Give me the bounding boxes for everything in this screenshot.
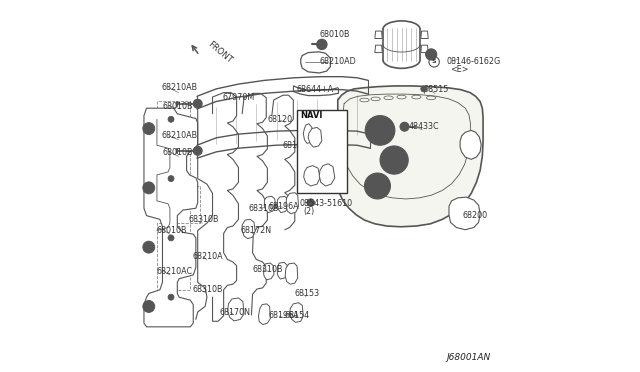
Text: 68154: 68154 — [285, 311, 310, 320]
Circle shape — [385, 151, 403, 169]
Text: NAVI: NAVI — [300, 111, 323, 120]
Circle shape — [195, 102, 200, 106]
Polygon shape — [421, 31, 428, 38]
Text: FRONT: FRONT — [206, 39, 234, 64]
Text: 68210AB: 68210AB — [161, 131, 198, 141]
Text: 68172N: 68172N — [240, 226, 271, 235]
Circle shape — [369, 177, 386, 195]
Polygon shape — [338, 86, 483, 227]
Polygon shape — [285, 263, 298, 284]
Circle shape — [426, 49, 436, 60]
Polygon shape — [319, 164, 335, 186]
Circle shape — [193, 146, 202, 155]
Text: 68210AC: 68210AC — [156, 267, 192, 276]
Text: 08543-51610: 08543-51610 — [300, 199, 353, 208]
Circle shape — [307, 199, 314, 206]
Polygon shape — [290, 303, 303, 323]
Circle shape — [146, 244, 152, 250]
Text: 68210AB: 68210AB — [161, 83, 198, 92]
Polygon shape — [144, 108, 198, 327]
Text: S: S — [432, 60, 436, 64]
Circle shape — [168, 116, 174, 122]
Text: J68001AN: J68001AN — [447, 353, 492, 362]
Text: 68210A: 68210A — [192, 252, 223, 261]
Circle shape — [146, 304, 152, 310]
Polygon shape — [421, 45, 428, 52]
Polygon shape — [286, 193, 298, 214]
Circle shape — [317, 39, 327, 49]
Polygon shape — [308, 128, 322, 147]
Circle shape — [364, 173, 390, 199]
Polygon shape — [264, 263, 274, 280]
Circle shape — [380, 146, 408, 174]
Circle shape — [319, 42, 324, 47]
Text: <E>: <E> — [451, 65, 469, 74]
Text: 68310B: 68310B — [253, 265, 283, 274]
Circle shape — [193, 99, 202, 108]
Text: 68153: 68153 — [294, 289, 319, 298]
Circle shape — [168, 294, 174, 300]
Polygon shape — [460, 131, 481, 159]
Polygon shape — [228, 298, 244, 321]
Text: 68200: 68200 — [463, 211, 488, 220]
Polygon shape — [259, 304, 270, 325]
Circle shape — [421, 86, 427, 92]
Text: 98515: 98515 — [424, 85, 449, 94]
Text: 68010B: 68010B — [163, 102, 193, 111]
Circle shape — [143, 301, 155, 312]
Text: (2): (2) — [304, 208, 315, 217]
Circle shape — [146, 126, 152, 132]
Text: 68170N: 68170N — [219, 308, 250, 317]
Text: 68644+A: 68644+A — [296, 85, 333, 94]
Circle shape — [400, 122, 409, 131]
Polygon shape — [277, 262, 288, 279]
Polygon shape — [375, 45, 382, 52]
Text: 68175M: 68175M — [283, 141, 315, 150]
Polygon shape — [277, 196, 289, 213]
Text: 68196A: 68196A — [268, 202, 299, 211]
Polygon shape — [304, 166, 320, 186]
Circle shape — [365, 116, 395, 145]
Polygon shape — [301, 52, 330, 73]
Text: 68153: 68153 — [302, 129, 327, 139]
Text: 68010B: 68010B — [156, 226, 187, 235]
Text: 68154: 68154 — [300, 178, 324, 187]
Text: 08146-6162G: 08146-6162G — [446, 57, 500, 66]
Polygon shape — [264, 196, 276, 213]
Text: 68010B: 68010B — [163, 148, 193, 157]
Polygon shape — [242, 219, 255, 238]
Circle shape — [371, 121, 390, 140]
Bar — [297, 110, 347, 193]
Circle shape — [143, 182, 155, 194]
Circle shape — [146, 185, 152, 191]
Circle shape — [168, 176, 174, 182]
Text: 48433C: 48433C — [409, 122, 440, 131]
Circle shape — [143, 241, 155, 253]
Text: 68120: 68120 — [267, 115, 292, 124]
Circle shape — [195, 148, 200, 153]
Polygon shape — [303, 124, 314, 143]
Text: 68310B: 68310B — [188, 215, 219, 224]
Text: 68310B: 68310B — [249, 204, 279, 213]
Circle shape — [143, 123, 155, 135]
Circle shape — [168, 235, 174, 241]
Text: NAVI: NAVI — [301, 111, 323, 120]
Polygon shape — [449, 197, 480, 230]
Text: 68210AD: 68210AD — [319, 57, 356, 66]
Text: 68010B: 68010B — [320, 29, 351, 39]
Text: 67970M: 67970M — [223, 93, 255, 102]
Polygon shape — [375, 31, 382, 38]
Text: 68196A: 68196A — [268, 311, 299, 320]
Text: 68310B: 68310B — [192, 285, 223, 294]
